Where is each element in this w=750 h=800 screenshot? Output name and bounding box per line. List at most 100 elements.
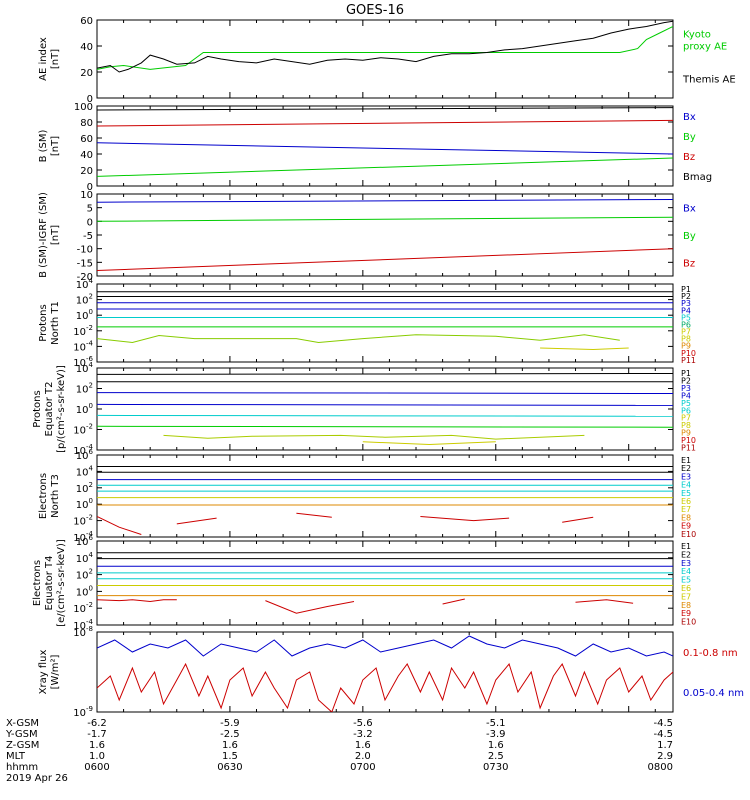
y-tick-label: 102 [76,481,93,495]
ephemeris-value: -3.9 [486,729,506,740]
series-group [97,635,673,712]
ephemeris-value: 0800 [648,762,673,773]
ephemeris-value: 0600 [84,762,109,773]
ephemeris-value: -5.6 [353,718,373,729]
ephemeris-value: -4.5 [653,718,673,729]
channel-label: P4 [681,391,691,400]
series-line [97,157,673,177]
ephemeris-row-label: hhmm [6,762,38,773]
legend-label: Bz [683,152,695,163]
y-tick-label: 20 [80,68,93,79]
panel-bsm: 0 20 40 60 80 100 B (SM) [nT] Bx By Bz Bmag [38,102,712,193]
panel-frame [96,454,674,538]
channel-label: E1 [681,456,691,465]
y-axis-label: [nT] [50,136,61,156]
y-axis-label: Protons [32,390,43,427]
channel-label: E2 [681,550,691,559]
channel-label: E2 [681,464,691,473]
y-tick-label: 106 [76,448,94,462]
y-tick-label: 102 [76,568,93,582]
ephemeris-value: -5.1 [486,718,506,729]
series-line [97,248,673,271]
channel-label: P6 [681,320,691,329]
y-tick-label: 100 [76,584,93,598]
y-tick-label: -5 [83,231,93,242]
channel-label: P3 [681,299,691,308]
series-line [575,599,634,604]
legend-label: Bz [683,258,695,269]
series-line [420,516,510,522]
y-tick-label: 5 [87,204,93,215]
channel-label: P1 [681,285,691,294]
channel-label: P5 [681,313,691,322]
legend-label: Bx [683,204,696,215]
y-axis-label: B (SM)-IGRF (SM) [38,192,49,278]
channel-label: P8 [681,421,691,430]
series-line [97,662,673,712]
ephemeris-value: -2.5 [220,729,240,740]
panel-frame [96,105,674,187]
y-tick-label: 60 [80,134,93,145]
y-tick-label: 100 [74,102,93,113]
channel-label: E3 [681,472,691,481]
channel-label: P9 [681,342,691,351]
ephemeris-value: 1.5 [222,751,238,762]
legend-label: By [683,231,696,242]
y-tick-label: 10-2 [73,324,93,338]
y-axis-label: North T3 [50,474,61,518]
y-axis-label: Electrons [38,473,49,519]
y-tick-label: 10-2 [73,514,93,528]
channel-label: E8 [681,513,691,522]
y-axis-label: [nT] [50,225,61,245]
legend-label: Themis AE [682,75,736,86]
panel-frame [96,19,674,99]
panel-frame [96,540,674,626]
series-line [97,142,673,155]
y-axis-label: B (SM) [38,129,49,162]
y-tick-label: -10 [77,245,93,256]
panel-bigrf: -20 -15 -10 -5 0 5 10 B (SM)-IGRF (SM) [nT] Bx By B… [38,190,696,283]
series-line [163,434,585,440]
legend-label: Bx [683,112,696,123]
ephemeris-value: -1.7 [87,729,107,740]
channel-label: E5 [681,489,691,498]
channel-label: P5 [681,399,691,408]
ephemeris-value: 1.6 [355,740,371,751]
y-tick-label: 60 [80,16,93,27]
y-tick-label: 80 [80,118,93,129]
series-line [296,512,332,518]
legend-label: Bmag [683,172,712,183]
ephemeris-value: 0700 [350,762,375,773]
channel-label: E9 [681,522,691,531]
y-tick-label: -15 [77,258,93,269]
y-axis-label: Equator T2 [44,382,55,437]
panel-frame [96,193,674,277]
series-line [265,600,355,614]
y-tick-label: 104 [76,551,94,565]
y-tick-label: 10-9 [73,705,93,719]
series-line [97,26,673,70]
ephemeris-row-label: MLT [6,751,26,762]
channel-label: P10 [681,349,696,358]
series-line [97,20,673,73]
y-tick-label: 102 [76,293,93,307]
series-group [97,291,673,351]
series-line [176,517,217,525]
channel-label: P4 [681,306,691,315]
ephemeris-value: 0630 [217,762,242,773]
ephemeris-table: X-GSM -6.2 -5.9 -5.6 -5.1 -4.5 Y-GSM -1.7 -2.5 -3… [5,718,673,784]
channel-label: E4 [681,567,691,576]
ephemeris-value: 2.9 [657,751,673,762]
panel-frame [96,283,674,363]
channel-label: E4 [681,481,691,490]
y-axis-label: AE index [38,37,49,81]
channel-label: E5 [681,576,691,585]
series-line [97,216,673,222]
channel-label: P7 [681,328,691,337]
channel-label: P7 [681,414,691,423]
ephemeris-value: 1.6 [222,740,238,751]
